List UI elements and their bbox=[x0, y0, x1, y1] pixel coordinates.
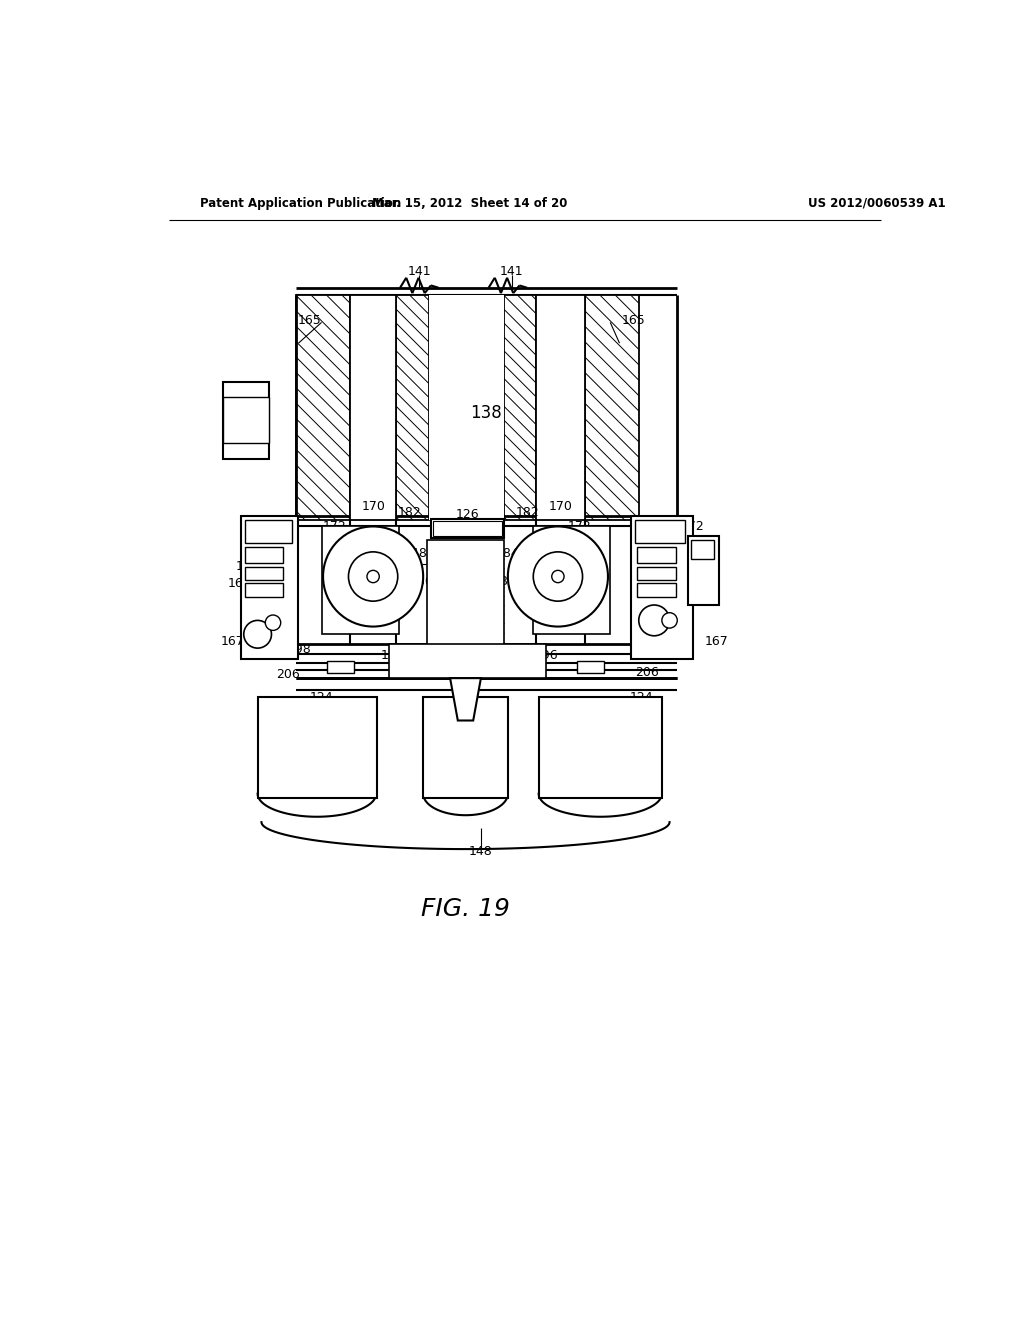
Text: 206: 206 bbox=[635, 667, 658, 680]
Bar bbox=[427, 540, 504, 647]
Text: 186: 186 bbox=[410, 576, 433, 589]
Bar bbox=[258, 697, 377, 797]
Bar bbox=[350, 296, 396, 520]
Text: 165: 165 bbox=[622, 314, 645, 326]
Text: 126: 126 bbox=[456, 508, 479, 520]
Bar bbox=[532, 527, 609, 635]
Bar bbox=[245, 583, 283, 598]
Circle shape bbox=[534, 552, 583, 601]
Bar bbox=[688, 536, 719, 605]
Polygon shape bbox=[451, 678, 481, 721]
Text: 182: 182 bbox=[398, 506, 422, 519]
Bar bbox=[631, 516, 692, 659]
Bar bbox=[388, 644, 547, 678]
Bar bbox=[245, 520, 292, 544]
Text: FIG. 19: FIG. 19 bbox=[421, 898, 510, 921]
Text: 167: 167 bbox=[221, 635, 245, 648]
Bar bbox=[504, 296, 537, 520]
Text: 141: 141 bbox=[500, 265, 523, 279]
Text: 124: 124 bbox=[630, 690, 653, 704]
Bar bbox=[433, 521, 502, 536]
Circle shape bbox=[662, 612, 677, 628]
Circle shape bbox=[244, 620, 271, 648]
Text: 172: 172 bbox=[680, 520, 705, 533]
Bar bbox=[429, 296, 504, 520]
Text: 166: 166 bbox=[227, 577, 252, 590]
Text: 198: 198 bbox=[288, 643, 311, 656]
Text: 182: 182 bbox=[515, 506, 540, 519]
Bar bbox=[585, 296, 639, 520]
Bar bbox=[327, 661, 354, 673]
Bar bbox=[245, 566, 283, 581]
Bar bbox=[637, 583, 676, 598]
Circle shape bbox=[348, 552, 397, 601]
Text: 172: 172 bbox=[568, 520, 592, 533]
Circle shape bbox=[265, 615, 281, 631]
Text: 174: 174 bbox=[680, 535, 705, 548]
Text: 170: 170 bbox=[548, 500, 572, 513]
Text: 198: 198 bbox=[630, 643, 653, 656]
Circle shape bbox=[508, 527, 608, 627]
Bar bbox=[578, 661, 604, 673]
Circle shape bbox=[323, 527, 423, 627]
Text: US 2012/0060539 A1: US 2012/0060539 A1 bbox=[808, 197, 946, 210]
Text: 124: 124 bbox=[309, 690, 334, 704]
Bar bbox=[637, 566, 676, 581]
Text: 186: 186 bbox=[493, 576, 516, 589]
Text: 184: 184 bbox=[496, 546, 519, 560]
Text: Mar. 15, 2012  Sheet 14 of 20: Mar. 15, 2012 Sheet 14 of 20 bbox=[372, 197, 567, 210]
Bar bbox=[635, 520, 685, 544]
Bar bbox=[245, 548, 283, 562]
Circle shape bbox=[639, 605, 670, 636]
Bar bbox=[423, 697, 508, 797]
Bar bbox=[322, 527, 398, 635]
Bar bbox=[241, 516, 298, 659]
Text: 166: 166 bbox=[688, 546, 712, 560]
Bar bbox=[691, 540, 714, 558]
Bar bbox=[223, 381, 269, 459]
Text: 172: 172 bbox=[323, 520, 346, 533]
Bar bbox=[296, 296, 350, 520]
Bar bbox=[396, 296, 429, 520]
Circle shape bbox=[367, 570, 379, 582]
Text: 148: 148 bbox=[469, 845, 493, 858]
Bar bbox=[537, 296, 585, 520]
Text: 206: 206 bbox=[483, 698, 507, 711]
Text: 188: 188 bbox=[381, 648, 404, 661]
Text: 138: 138 bbox=[470, 404, 502, 421]
Text: 184: 184 bbox=[412, 546, 435, 560]
Text: 174: 174 bbox=[237, 560, 260, 573]
Text: 196: 196 bbox=[535, 648, 558, 661]
Bar bbox=[223, 397, 269, 444]
Bar bbox=[431, 519, 504, 539]
Text: 190: 190 bbox=[429, 698, 453, 711]
Text: 170: 170 bbox=[361, 500, 385, 513]
Text: 167: 167 bbox=[705, 635, 728, 648]
Circle shape bbox=[552, 570, 564, 582]
Text: Patent Application Publication: Patent Application Publication bbox=[200, 197, 401, 210]
Bar bbox=[637, 548, 676, 562]
Text: 206: 206 bbox=[276, 668, 300, 681]
Text: 140: 140 bbox=[393, 557, 417, 570]
Bar bbox=[539, 697, 662, 797]
Text: 165: 165 bbox=[298, 314, 322, 326]
Text: 141: 141 bbox=[408, 265, 431, 279]
